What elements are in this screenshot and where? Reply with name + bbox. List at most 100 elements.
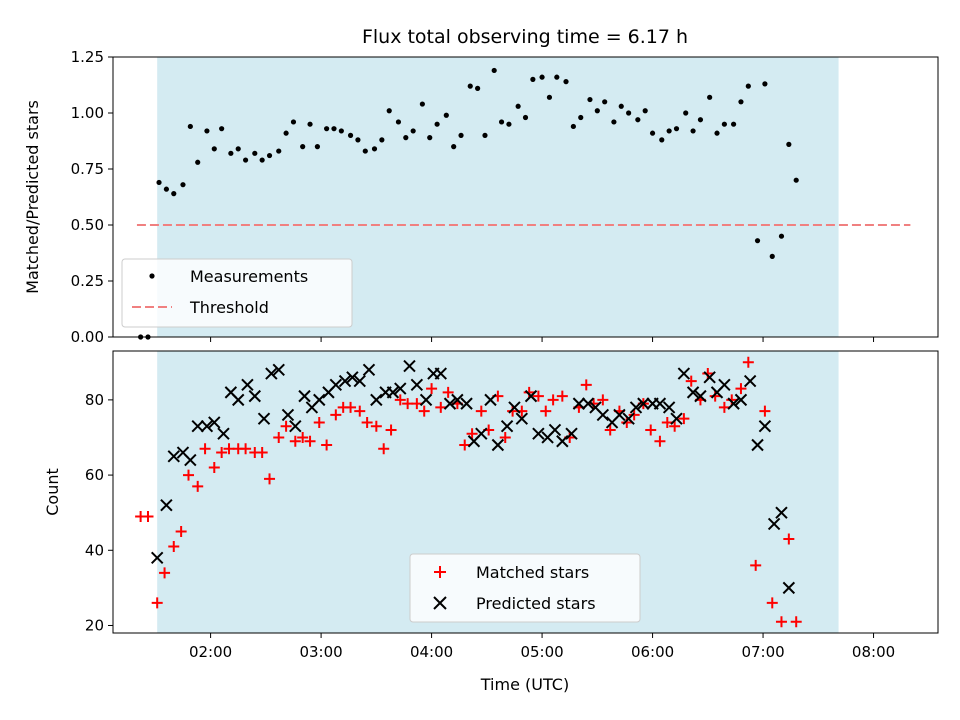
matched-star-point: [654, 435, 666, 447]
measurement-point: [578, 114, 584, 121]
measurement-point: [793, 177, 799, 183]
matched-star-point: [208, 462, 220, 474]
ratio-y-tick-label: 0.75: [71, 160, 104, 178]
predicted-star-point: [653, 397, 667, 410]
measurement-point: [730, 121, 737, 127]
measurement-point: [355, 137, 361, 143]
count-y-tick-label: 60: [85, 466, 104, 484]
matched-star-point: [240, 443, 252, 455]
measurement-point: [482, 132, 488, 138]
matched-star-point: [790, 616, 802, 628]
measurement-point: [690, 128, 696, 134]
matched-star-point: [330, 409, 342, 421]
count-y-axis-label: Count: [43, 468, 62, 516]
predicted-star-point: [532, 427, 545, 440]
matched-star-point: [547, 394, 559, 406]
predicted-star-point: [160, 498, 173, 512]
count-x-axis-label: Time (UTC): [480, 675, 569, 694]
measurement-point: [649, 130, 656, 136]
measurement-point: [338, 128, 344, 134]
predicted-star-point: [613, 408, 626, 422]
predicted-star-point: [662, 401, 676, 414]
predicted-star-point: [484, 393, 497, 407]
ratio-y-tick-label: 1.25: [71, 48, 104, 66]
predicted-star-point: [508, 401, 521, 414]
count-y-tick-label: 20: [85, 616, 104, 634]
measurement-point: [427, 135, 433, 141]
measurement-point: [707, 94, 713, 100]
measurement-point: [618, 103, 624, 109]
matched-star-point: [345, 401, 357, 413]
matched-star-point: [378, 443, 390, 455]
matched-star-point: [183, 469, 195, 481]
predicted-star-point: [727, 397, 740, 410]
measurement-point: [642, 108, 648, 114]
measurement-point: [180, 182, 186, 188]
predicted-star-points: [150, 359, 796, 595]
matched-star-point: [645, 424, 657, 436]
measurement-point: [235, 146, 241, 152]
matched-star-point: [426, 383, 438, 395]
matched-star-point: [532, 390, 544, 402]
predicted-star-point: [694, 389, 707, 403]
matched-star-point: [507, 405, 519, 417]
matched-star-point: [175, 525, 187, 537]
measurement-point: [673, 126, 680, 132]
measurement-point: [786, 141, 792, 147]
predicted-star-point: [475, 427, 488, 440]
measurement-point: [506, 121, 512, 127]
measurement-point: [331, 126, 337, 132]
matched-star-point: [159, 567, 171, 579]
measurement-point: [666, 128, 672, 134]
matched-star-point: [759, 405, 771, 417]
measurement-point: [498, 119, 505, 125]
predicted-star-point: [265, 367, 278, 380]
predicted-star-point: [596, 408, 610, 422]
matched-star-point: [151, 597, 163, 609]
measurement-points: [138, 67, 799, 340]
predicted-star-point: [703, 371, 716, 384]
measurement-point: [300, 144, 306, 150]
predicted-star-point: [208, 416, 221, 429]
measurement-point: [769, 253, 775, 259]
predicted-star-point: [677, 367, 691, 380]
measurement-point: [491, 67, 497, 74]
predicted-star-point: [782, 581, 796, 595]
matched-legend-label: Matched stars: [476, 563, 589, 582]
matched-star-point: [604, 424, 616, 436]
matched-star-point: [264, 473, 276, 485]
matched-star-point: [556, 390, 568, 402]
matched-star-point: [597, 394, 609, 406]
measurement-point: [307, 121, 313, 127]
matched-star-point: [726, 394, 738, 406]
measurement-point: [242, 157, 249, 163]
measurement-point: [195, 159, 201, 165]
measurement-point: [467, 83, 473, 89]
count-x-tick-label: 05:00: [520, 643, 563, 661]
matched-star-point: [442, 386, 454, 398]
matched-star-point: [628, 409, 640, 421]
matched-star-point: [385, 424, 397, 436]
count-x-tick-label: 04:00: [410, 643, 453, 661]
measurement-point: [211, 146, 217, 152]
matched-star-point: [499, 431, 511, 443]
predicted-star-point: [515, 412, 529, 425]
matched-star-point: [766, 597, 778, 609]
measurement-point: [283, 130, 289, 136]
matched-star-point: [256, 447, 268, 459]
ratio-legend-box: [121, 258, 353, 328]
predicted-star-point: [556, 435, 569, 448]
predicted-star-point: [272, 363, 285, 377]
predicted-star-point: [217, 427, 230, 440]
predicted-star-point: [403, 359, 416, 373]
count-y-tick-label: 80: [85, 391, 104, 409]
matched-star-point: [685, 375, 697, 387]
count-legend: Matched stars Predicted stars: [409, 553, 641, 623]
predicted-star-point: [743, 374, 757, 388]
count-x-tick-label: 08:00: [852, 643, 895, 661]
measurement-point: [259, 157, 265, 163]
matched-star-point: [354, 405, 366, 417]
matched-star-point: [435, 401, 447, 413]
